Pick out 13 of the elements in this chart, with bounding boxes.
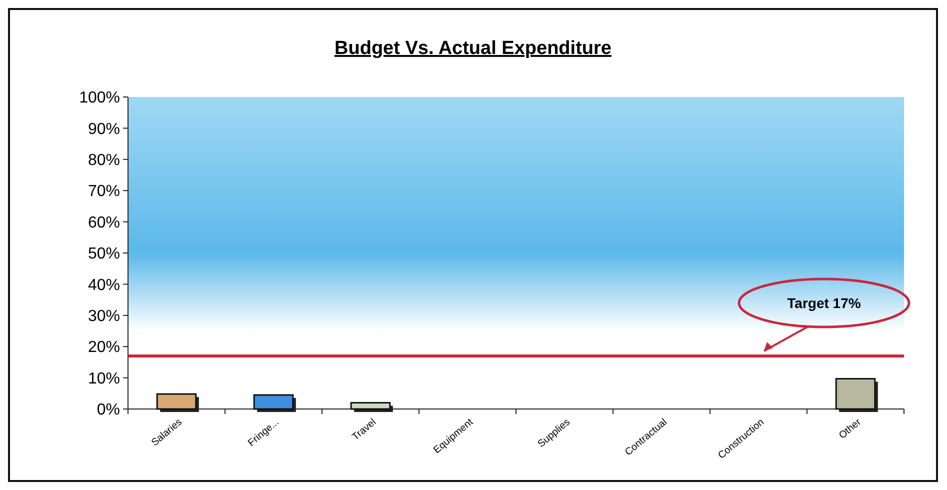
- y-tick-label: 0%: [96, 402, 120, 419]
- y-tick-label: 10%: [88, 370, 120, 388]
- ref-line-label: Target 17%: [787, 294, 862, 311]
- y-tick-label: 90%: [88, 120, 120, 138]
- y-tick-label: 100%: [79, 90, 120, 107]
- y-tick-label: 20%: [88, 339, 120, 356]
- y-tick-label: 80%: [88, 152, 120, 169]
- y-tick-label: 50%: [88, 246, 120, 263]
- y-tick-label: 40%: [88, 276, 120, 294]
- y-tick-label: 30%: [88, 308, 120, 325]
- y-tick-label: 70%: [88, 183, 120, 200]
- chart-title: Budget Vs. Actual Expenditure: [334, 38, 612, 59]
- y-tick-label: 60%: [88, 214, 120, 232]
